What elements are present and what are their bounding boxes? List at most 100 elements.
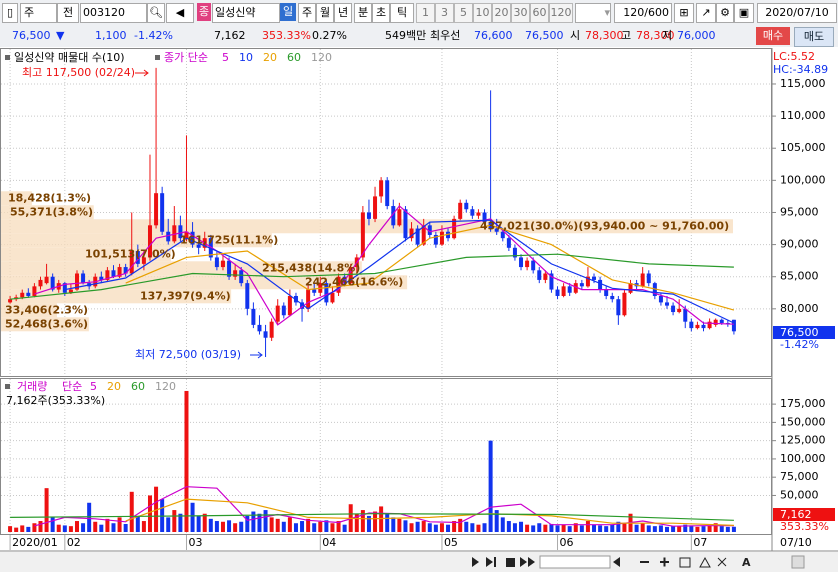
left-button[interactable]: [613, 557, 620, 567]
change: 1,100: [95, 29, 127, 42]
y-tick-label: 90,000: [780, 238, 819, 251]
tool-button[interactable]: ⊞: [674, 3, 694, 23]
candle-body: [62, 283, 67, 293]
ma-line: [125, 498, 734, 526]
scroll-track[interactable]: [539, 555, 611, 569]
background: [0, 47, 838, 572]
number-button[interactable]: 120: [549, 3, 573, 23]
volume-bar: [598, 525, 603, 532]
volume-bar: [525, 524, 530, 532]
number-button[interactable]: 10: [473, 3, 492, 23]
volume-bar: [494, 510, 499, 532]
candle-body: [135, 251, 140, 264]
candle-body: [117, 267, 122, 277]
y-tick-label: 175,000: [780, 397, 826, 410]
y-tick-label: 105,000: [780, 141, 826, 154]
scroll-controls[interactable]: A: [472, 555, 805, 569]
y-tick-label: 110,000: [780, 109, 826, 122]
number-button[interactable]: 5: [454, 3, 473, 23]
candle-body: [178, 225, 183, 239]
stop-button[interactable]: [506, 558, 515, 567]
number-button[interactable]: 3: [435, 3, 454, 23]
volume-bar: [610, 524, 615, 532]
volume-bar: [26, 526, 31, 532]
period-button[interactable]: 월: [316, 3, 334, 23]
candle-body: [306, 289, 311, 309]
candle-body: [476, 212, 481, 216]
legend-entry: 120: [311, 51, 332, 64]
candle-body: [385, 180, 390, 207]
zoom-out[interactable]: [640, 561, 649, 563]
draw-button[interactable]: [699, 556, 711, 568]
number-button[interactable]: 30: [511, 3, 530, 23]
tool-button[interactable]: ▣: [734, 3, 754, 23]
menu-icon[interactable]: ▯: [2, 3, 18, 23]
tool-button[interactable]: ↗: [696, 3, 716, 23]
market-select[interactable]: 주: [20, 3, 57, 23]
candle-body: [245, 283, 250, 309]
buy-button[interactable]: 매수: [756, 27, 790, 45]
step-button[interactable]: [486, 557, 496, 567]
volume-bar: [68, 526, 73, 532]
candle-body: [640, 273, 645, 287]
period-button[interactable]: 주: [298, 3, 316, 23]
candle-body: [348, 267, 353, 284]
open: 78,300: [585, 29, 624, 42]
sound-button[interactable]: ◀︎: [166, 3, 194, 23]
volume-bar: [446, 524, 451, 532]
volume-bar: [141, 521, 146, 532]
candle-body: [658, 295, 663, 303]
dropdown[interactable]: ▾: [575, 3, 611, 23]
volume-bar: [354, 513, 359, 532]
period-button[interactable]: 년: [334, 3, 352, 23]
period-button[interactable]: 일: [280, 3, 296, 21]
ma-line: [10, 513, 734, 521]
fit-button[interactable]: [679, 557, 691, 568]
reset-button[interactable]: [717, 557, 727, 567]
volume-bar: [342, 524, 347, 532]
number-button[interactable]: 1: [416, 3, 435, 23]
amount: 549백만: [385, 29, 427, 42]
play-button[interactable]: [472, 557, 479, 567]
candle-body: [652, 283, 657, 296]
volume-bar: [105, 518, 110, 532]
volume-bar: [44, 488, 49, 532]
number-button[interactable]: 60: [530, 3, 549, 23]
number-button[interactable]: 20: [492, 3, 511, 23]
sell-button[interactable]: 매도: [794, 27, 834, 47]
date: 2020/07/10: [757, 3, 837, 23]
tool-button[interactable]: ⚙: [716, 3, 734, 23]
zoom-in[interactable]: [660, 557, 669, 567]
volume-bar: [427, 523, 432, 532]
period-button[interactable]: 초: [372, 3, 390, 23]
code-input[interactable]: 003120: [80, 3, 147, 23]
best-label: 최우선: [430, 29, 461, 42]
candle-body: [525, 260, 530, 268]
candle-body: [50, 276, 55, 290]
candle-body: [269, 321, 274, 338]
volume-bar: [488, 440, 493, 532]
volume-bar: [117, 517, 122, 532]
volume-bar: [391, 517, 396, 532]
volume-bar: [50, 517, 55, 532]
bid: 76,500: [525, 29, 564, 42]
option-button[interactable]: [791, 555, 805, 569]
x-tick-label: 05: [444, 536, 458, 549]
period-button[interactable]: 분: [354, 3, 372, 23]
candle-body: [573, 283, 578, 293]
x-tick-label: 06: [560, 536, 574, 549]
volume-bar: [190, 502, 195, 532]
volume-bar: [312, 523, 317, 532]
candle-body: [719, 319, 724, 323]
volume-bar: [500, 517, 505, 532]
high-label: 고: [621, 29, 632, 42]
font-button[interactable]: A: [742, 556, 751, 569]
scope-button[interactable]: 전: [57, 3, 79, 23]
candle-body: [190, 231, 195, 245]
candle-body: [233, 270, 238, 277]
search-button[interactable]: 🔍︎: [147, 3, 165, 23]
volume-bar: [683, 524, 688, 532]
fast-button[interactable]: [520, 557, 535, 567]
period-button[interactable]: 틱: [390, 3, 414, 23]
